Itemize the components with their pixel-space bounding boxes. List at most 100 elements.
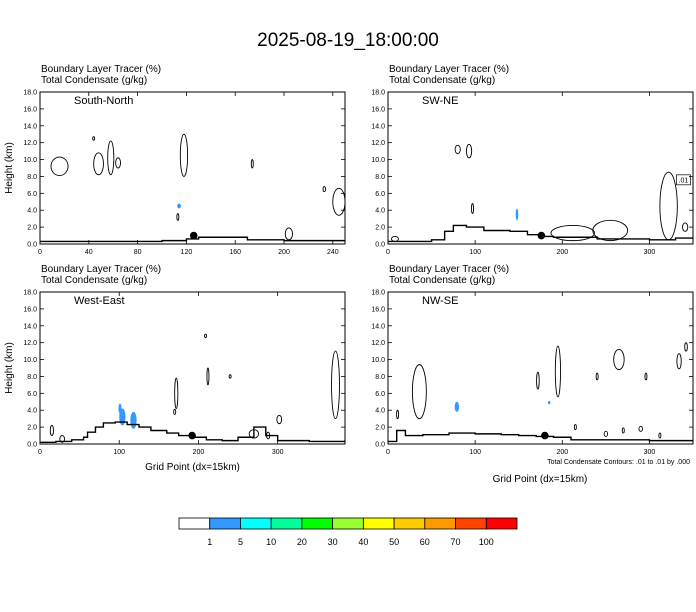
header-condensate-label: Total Condensate (g/kg): [41, 275, 148, 286]
y-tick-label: 16.0: [23, 306, 37, 313]
y-tick-label: 18.0: [23, 290, 37, 297]
colorbar-swatch: [424, 517, 456, 530]
x-tick-label: 300: [644, 449, 656, 456]
tracer-shading: [515, 208, 519, 221]
condensate-contour: [206, 367, 210, 386]
condensate-contour: [595, 372, 599, 381]
x-tick-label: 0: [386, 249, 390, 256]
colorbar-label: 60: [420, 537, 430, 547]
condensate-contour: [659, 171, 678, 241]
y-tick-label: 0.0: [375, 242, 385, 249]
header-tracer-label: Boundary Layer Tracer (%): [389, 64, 510, 75]
colorbar-label: 30: [328, 537, 338, 547]
y-tick-label: 4.0: [27, 208, 37, 215]
x-tick-label: 100: [469, 249, 481, 256]
x-tick-label: 200: [556, 249, 568, 256]
condensate-contour: [204, 333, 208, 339]
condensate-contour: [554, 345, 561, 398]
y-tick-label: 10.0: [23, 157, 37, 164]
x-tick-label: 0: [38, 449, 42, 456]
x-tick-label: 40: [85, 249, 93, 256]
condensate-contour: [396, 409, 400, 420]
condensate-contour: [322, 186, 326, 193]
tracer-shading: [118, 403, 122, 414]
y-tick-label: 14.0: [371, 323, 385, 330]
contour-footnote: Total Condensate Contours: .01 to .01 by…: [547, 459, 690, 466]
y-tick-label: 6.0: [375, 191, 385, 198]
location-marker: [537, 231, 546, 240]
y-tick-label: 0.0: [27, 242, 37, 249]
colorbar-swatch: [362, 517, 395, 530]
condensate-contour: [603, 430, 609, 437]
panel-label: South-North: [74, 95, 133, 107]
condensate-contour: [332, 187, 345, 216]
x-axis-title-right: Grid Point (dx=15km): [493, 474, 588, 485]
y-tick-label: 14.0: [23, 123, 37, 130]
y-tick-label: 12.0: [371, 140, 385, 147]
y-tick-label: 6.0: [27, 391, 37, 398]
y-axis-title: Height (km): [4, 342, 15, 394]
y-tick-label: 18.0: [371, 290, 385, 297]
x-tick-label: 0: [386, 449, 390, 456]
condensate-contour: [658, 432, 662, 439]
y-tick-label: 0.0: [375, 442, 385, 449]
y-tick-label: 2.0: [375, 425, 385, 432]
condensate-contour: [176, 213, 180, 221]
condensate-contour: [391, 235, 399, 242]
condensate-contour: [684, 342, 688, 352]
y-tick-label: 8.0: [375, 174, 385, 181]
y-tick-label: 12.0: [23, 140, 37, 147]
condensate-contour: [454, 144, 461, 155]
contour-label-box: [676, 174, 691, 186]
y-tick-label: 8.0: [27, 374, 37, 381]
x-tick-label: 0: [38, 249, 42, 256]
y-tick-label: 2.0: [27, 225, 37, 232]
y-tick-label: 8.0: [375, 374, 385, 381]
condensate-contour: [115, 157, 121, 169]
colorbar-label: 50: [389, 537, 399, 547]
y-tick-label: 2.0: [375, 225, 385, 232]
x-tick-label: 300: [644, 249, 656, 256]
colorbar-label: 20: [297, 537, 307, 547]
y-tick-label: 4.0: [27, 408, 37, 415]
tracer-shading: [454, 401, 460, 412]
x-tick-label: 200: [193, 449, 205, 456]
tracer-shading: [130, 411, 137, 429]
x-tick-label: 300: [272, 449, 284, 456]
colorbar-swatch: [301, 517, 334, 530]
colorbar-swatch: [455, 517, 487, 530]
plot-frame: [387, 91, 694, 245]
condensate-contour: [59, 435, 66, 443]
y-axis-title: Height (km): [4, 142, 15, 194]
condensate-contour: [92, 136, 96, 141]
colorbar-label: 5: [238, 537, 243, 547]
condensate-contour: [284, 227, 293, 241]
colorbar-label: 100: [479, 537, 494, 547]
colorbar-swatch: [240, 517, 272, 530]
y-tick-label: 12.0: [371, 340, 385, 347]
y-tick-label: 6.0: [375, 391, 385, 398]
panel-label: NW-SE: [422, 295, 458, 307]
colorbar-swatch: [209, 517, 241, 530]
plot-frame: [39, 91, 346, 245]
condensate-contour: [107, 140, 115, 176]
panel-header-nw-se: Boundary Layer Tracer (%) Total Condensa…: [389, 264, 509, 286]
condensate-contour: [50, 156, 69, 177]
panel-label: SW-NE: [422, 95, 458, 107]
terrain-line: [388, 224, 693, 243]
terrain-line: [388, 429, 693, 443]
colorbar-label: 1: [207, 537, 212, 547]
y-tick-label: 14.0: [23, 323, 37, 330]
header-tracer-label: Boundary Layer Tracer (%): [389, 264, 510, 275]
terrain-line: [40, 421, 345, 444]
header-condensate-label: Total Condensate (g/kg): [389, 275, 496, 286]
panel-header-west-east: Boundary Layer Tracer (%) Total Condensa…: [41, 264, 161, 286]
y-tick-label: 12.0: [23, 340, 37, 347]
colorbar-label: 70: [451, 537, 461, 547]
y-tick-label: 8.0: [27, 174, 37, 181]
location-marker: [188, 431, 196, 440]
condensate-contour: [573, 424, 577, 431]
header-condensate-label: Total Condensate (g/kg): [41, 75, 148, 86]
condensate-contour: [621, 427, 625, 434]
header-condensate-label: Total Condensate (g/kg): [389, 75, 496, 86]
